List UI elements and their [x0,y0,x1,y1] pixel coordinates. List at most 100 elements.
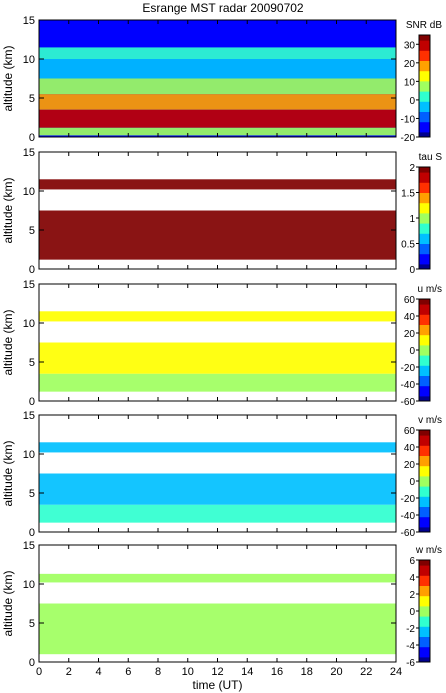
colorbar-cell [419,521,430,525]
colorbar-cell [419,595,430,599]
colorbar-cell [419,398,430,402]
x-tick-label: 6 [125,666,131,678]
colorbar-cell [419,350,430,354]
colorbar-cell [419,651,430,655]
colorbar-cell [419,529,430,533]
x-tick-label: 10 [182,666,194,678]
colorbar-cell [419,488,430,492]
colorbar-cell [419,628,430,632]
colorbar-cell [419,352,430,356]
y-tick-label: 10 [23,54,35,66]
heatmap-layer [39,94,396,110]
colorbar-cell [419,452,430,456]
colorbar-cell [419,430,430,434]
colorbar-cell [419,570,430,574]
y-tick-label: 5 [29,357,35,369]
colorbar-cell [419,437,430,441]
y-tick-label: 15 [23,147,35,159]
colorbar-label: SNR dB [406,20,442,31]
y-axis-label: altitude (km) [1,440,15,506]
colorbar-cell [419,197,430,201]
colorbar-cell [419,126,430,130]
colorbar-cell [419,362,430,366]
colorbar-cell [419,603,430,607]
panel-2: 0 5 10 15 altitude (km) 0 0.5 1 1.5 2 tau S [1,147,442,276]
colorbar-cell [419,516,430,520]
colorbar-cell [419,575,430,579]
colorbar-tick-label: 20 [404,329,416,340]
colorbar-tick-label: 0.5 [401,240,415,251]
colorbar-cell [419,365,430,369]
colorbar-cell [419,639,430,643]
colorbar-tick-label: 30 [404,40,416,51]
colorbar-cell [419,319,430,323]
colorbar-cell [419,182,430,186]
colorbar-cell [419,235,430,239]
colorbar-tick-label: -10 [401,114,416,125]
colorbar-cell [419,184,430,188]
x-tick-label: 4 [95,666,101,678]
colorbar-cell [419,465,430,469]
heatmap-layer [39,78,396,95]
colorbar-cell [419,55,430,59]
colorbar-cell [419,481,430,485]
colorbar-cell [419,656,430,660]
heatmap-layer [39,47,396,59]
colorbar-cell [419,342,430,346]
heatmap-layer [39,20,396,48]
colorbar-tick-label: -40 [401,380,416,391]
colorbar-cell [419,223,430,227]
colorbar-cell [419,623,430,627]
colorbar-tick-label: 0 [409,477,415,488]
colorbar-cell [419,572,430,576]
y-axis-label: altitude (km) [1,45,15,111]
colorbar-tick-label: 1.5 [401,189,415,200]
y-tick-label: 0 [29,264,35,276]
y-tick-label: 15 [23,540,35,552]
colorbar-cell [419,375,430,379]
colorbar-cell [419,395,430,399]
colorbar-cell [419,114,430,118]
colorbar-cell [419,240,430,244]
colorbar-cell [419,616,430,620]
colorbar-tick-label: 2 [409,163,415,174]
colorbar-cell [419,225,430,229]
colorbar-cell [419,367,430,371]
colorbar-cell [419,60,430,64]
y-axis-label: altitude (km) [1,309,15,375]
colorbar-cell [419,347,430,351]
y-tick-label: 0 [29,657,35,669]
heatmap-layer [39,311,396,322]
colorbar-cell [419,501,430,505]
colorbar-cell [419,432,430,436]
colorbar-cell [419,75,430,79]
colorbar-cell [419,611,430,615]
colorbar-cell [419,179,430,183]
colorbar-cell [419,588,430,592]
colorbar-cell [419,266,430,270]
colorbar-cell [419,659,430,663]
heatmap-layer [39,473,396,505]
x-tick-label: 14 [241,666,253,678]
colorbar-cell [419,524,430,528]
panel-3: 0 5 10 15 altitude (km) -60 -40 -20 0 20 40 60u m/s [1,279,442,408]
colorbar-tick-label: 0 [409,346,415,357]
colorbar-tick-label: 20 [404,59,416,70]
colorbar-cell [419,233,430,237]
colorbar-cell [419,567,430,571]
colorbar-cell [419,83,430,87]
colorbar-cell [419,134,430,138]
colorbar-cell [419,590,430,594]
colorbar-tick-label: 40 [404,312,416,323]
y-tick-label: 10 [23,318,35,330]
colorbar-cell [419,192,430,196]
colorbar-cell [419,174,430,178]
colorbar-cell [419,195,430,199]
colorbar-cell [419,103,430,107]
colorbar-tick-label: -20 [401,133,416,144]
colorbar-cell [419,344,430,348]
colorbar-cell [419,86,430,90]
heatmap-layer [39,59,396,79]
